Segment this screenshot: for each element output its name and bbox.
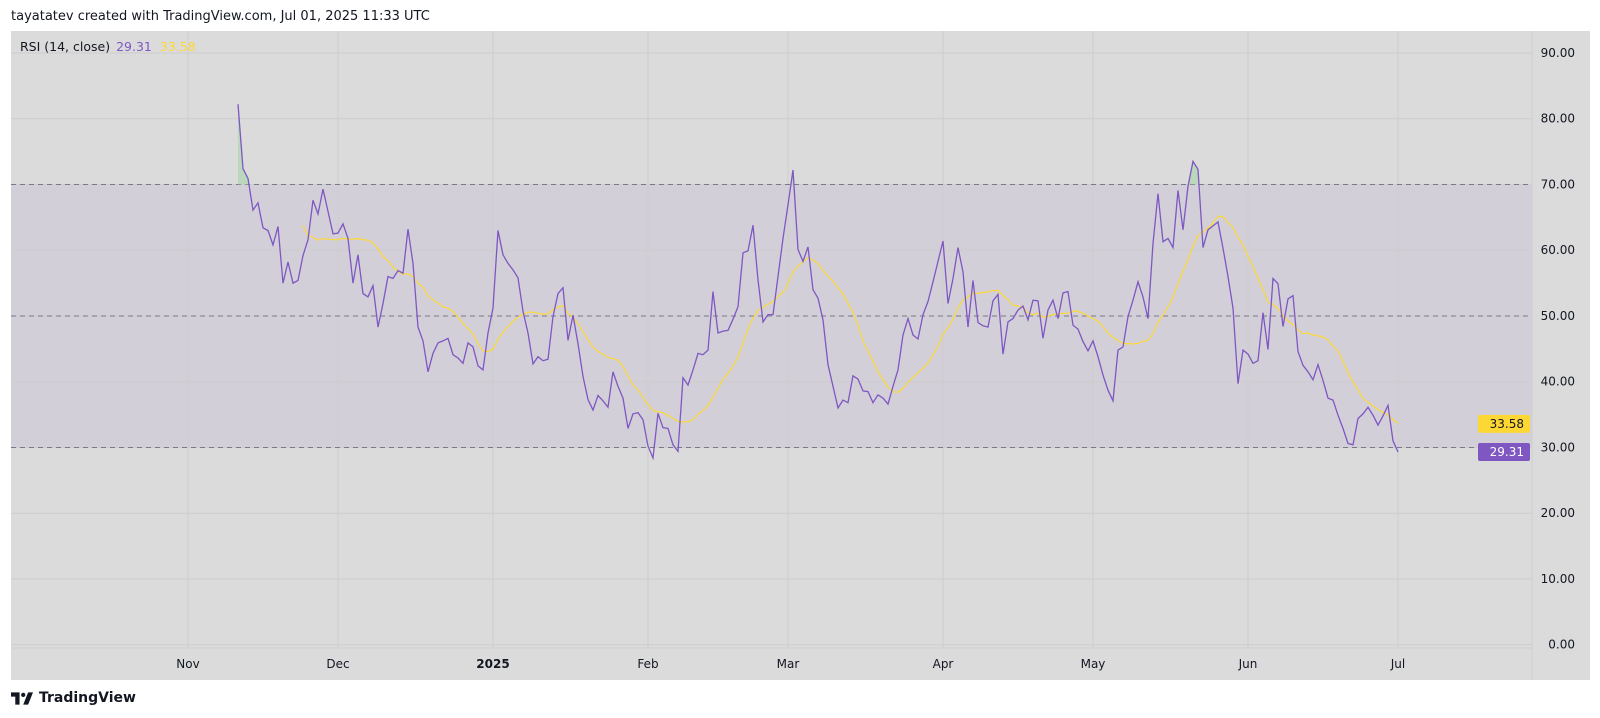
tradingview-logo[interactable]: TradingView [11,690,136,706]
price-axis[interactable]: 90.00 80.00 70.00 60.00 50.00 40.00 30.00 20.00… [1541,46,1575,652]
last-value-badges: 33.58 29.31 [1478,414,1530,461]
x-tick-label: May [1081,657,1106,671]
rsi-last-value-badge-label: 29.31 [1490,445,1524,459]
attribution-text: tayatatev created with TradingView.com, … [11,9,430,24]
rsi-line [237,104,1399,461]
x-tick-label: Jul [1390,657,1405,671]
x-tick-label: Jun [1238,657,1258,671]
y-tick-label: 40.00 [1541,375,1575,389]
vertical-gridlines [187,31,1399,648]
brand-name: TradingView [39,690,136,706]
indicator-title: RSI (14, close) [20,39,111,54]
y-tick-label: 60.00 [1541,243,1575,257]
x-tick-label: Nov [176,657,199,671]
y-tick-label: 20.00 [1541,506,1575,520]
tradingview-logo-icon [11,691,33,705]
rsi-last-value-badge [1478,442,1530,461]
indicator-legend[interactable]: RSI (14, close) 29.31 33.58 [20,39,196,54]
time-axis[interactable]: Nov Dec 2025 Feb Mar Apr May Jun Jul [176,657,1405,671]
rsi-value: 29.31 [116,39,152,54]
y-tick-label: 30.00 [1541,440,1575,454]
ma-value: 33.58 [159,39,196,54]
ma-last-value-badge [1478,414,1530,433]
y-tick-label: 90.00 [1541,46,1575,60]
y-tick-label: 50.00 [1541,309,1575,323]
x-tick-label: Dec [326,657,349,671]
x-tick-label: 2025 [476,657,509,671]
y-tick-label: 80.00 [1541,112,1575,126]
ma-last-value-badge-label: 33.58 [1490,417,1524,431]
x-tick-label: Apr [933,657,954,671]
y-tick-label: 0.00 [1548,638,1575,652]
y-tick-label: 70.00 [1541,177,1575,191]
x-tick-label: Feb [637,657,658,671]
y-tick-label: 10.00 [1541,572,1575,586]
x-tick-label: Mar [777,657,800,671]
